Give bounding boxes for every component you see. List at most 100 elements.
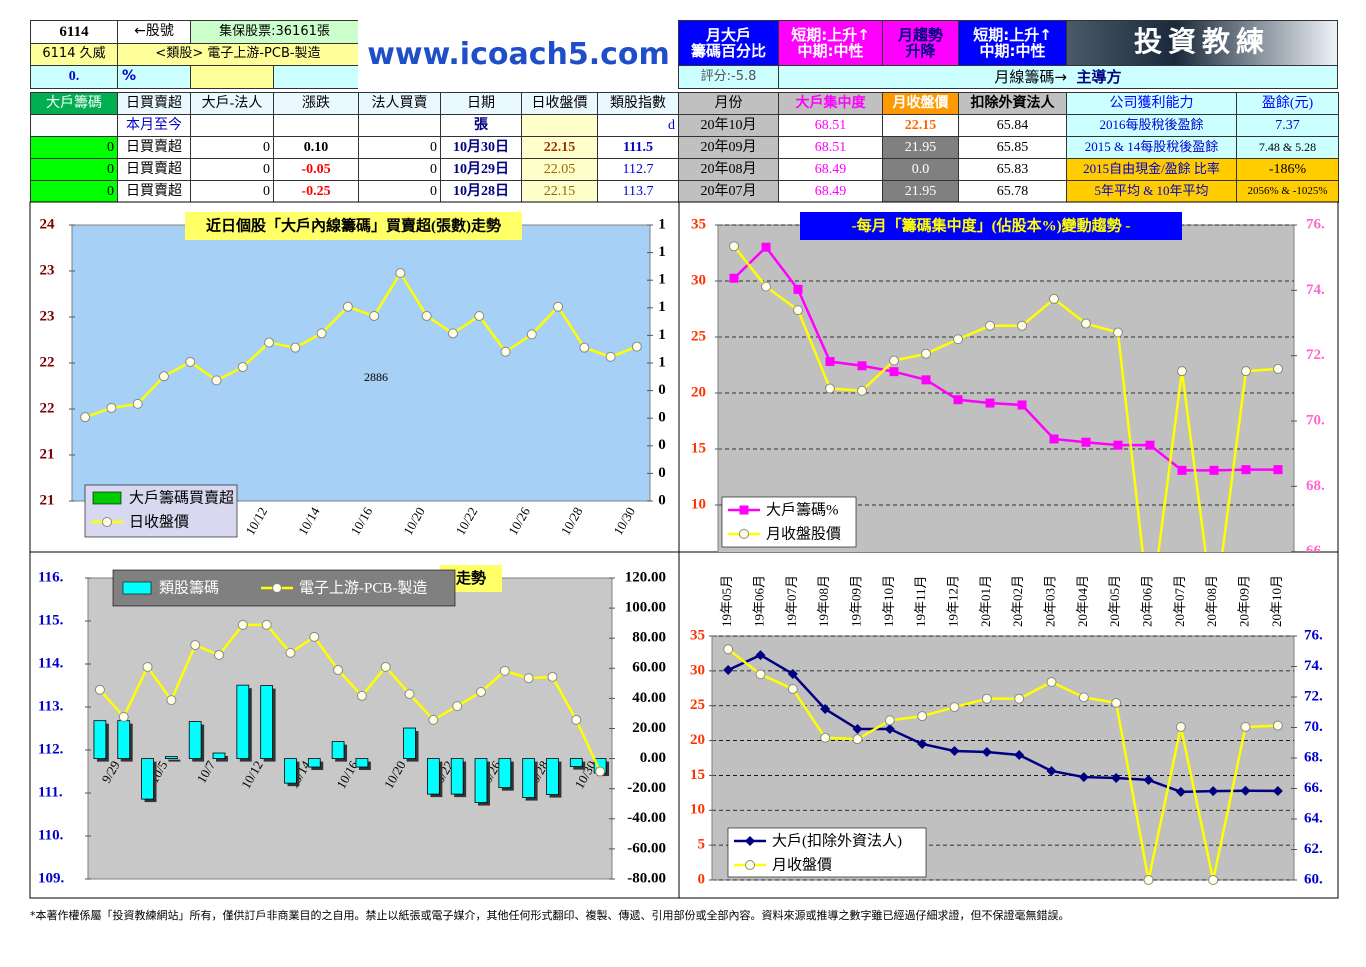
y2-tick-label: 76. xyxy=(1304,627,1323,643)
label: 月大戶 xyxy=(705,25,751,44)
point xyxy=(1049,434,1059,444)
line xyxy=(98,623,602,773)
point xyxy=(953,334,963,345)
point xyxy=(1175,721,1186,732)
pct-unit: % xyxy=(117,65,191,89)
point xyxy=(369,310,380,321)
point xyxy=(981,747,992,758)
footer: *本著作權係屬「投資教練網站」所有，僅供訂戶非商業目的之自用。禁止以紙張或電子媒… xyxy=(30,909,1070,922)
legend-label: 大戶(扣除外資法人) xyxy=(772,832,902,849)
point xyxy=(272,583,282,593)
x-tick-label: 20年06月 xyxy=(1139,575,1154,627)
x-tick-label: 19年10月 xyxy=(881,575,896,627)
monthly-big-holder: 月大戶 籌碼百分比 xyxy=(678,20,779,66)
legend-label: 大戶籌碼買賣超 xyxy=(129,489,234,506)
x-tick-label: 20年03月 xyxy=(1042,575,1057,627)
point xyxy=(921,348,931,359)
point xyxy=(132,398,143,409)
point xyxy=(1017,320,1027,331)
y2-tick-label: 1 xyxy=(658,272,666,288)
y2-tick-label: 1 xyxy=(658,327,666,343)
point xyxy=(421,310,432,321)
point xyxy=(825,357,835,367)
y2-tick-label: 0 xyxy=(658,382,666,398)
y-tick-label: 113. xyxy=(38,698,64,714)
bar xyxy=(403,727,416,760)
y-tick-label: 22 xyxy=(40,400,55,416)
point xyxy=(723,665,734,676)
point xyxy=(723,644,734,655)
x-tick-label: 20年07月 xyxy=(1172,575,1187,627)
bar xyxy=(284,758,297,784)
point xyxy=(1273,465,1283,475)
point xyxy=(316,328,327,339)
y2-tick-label: 72. xyxy=(1306,347,1325,363)
y2-tick-label: 0 xyxy=(658,492,666,508)
y-tick-label: 115. xyxy=(38,612,64,628)
x-tick-label: 19年06月 xyxy=(751,575,766,627)
label: 短期:上升↑ xyxy=(791,25,870,44)
y2-tick-label: 74. xyxy=(1306,282,1325,298)
y2-tick-label: 1 xyxy=(658,354,666,370)
table-cell: 日買賣超 xyxy=(117,136,191,159)
monthly-chips: 月線籌碼→ 主導方 xyxy=(778,65,1338,89)
y-tick-label: 5 xyxy=(698,837,706,853)
point xyxy=(1113,440,1123,450)
legend-label: 日收盤價 xyxy=(129,513,189,530)
stock-code: 6114 xyxy=(30,20,118,44)
y2-tick-label: -80.00 xyxy=(627,870,666,886)
y2-tick-label: 0 xyxy=(658,437,666,453)
y-tick-label: 116. xyxy=(38,569,64,585)
point xyxy=(793,284,803,294)
bar xyxy=(165,756,178,759)
point xyxy=(499,665,510,676)
table-cell: 漲跌 xyxy=(273,92,359,115)
bar xyxy=(236,684,250,760)
point xyxy=(102,517,112,527)
point xyxy=(1113,327,1123,338)
point xyxy=(237,362,248,373)
leader: 主導方 xyxy=(1076,67,1122,86)
point xyxy=(1240,721,1251,732)
table-cell: 5年平均 & 10年平均 xyxy=(1066,180,1237,203)
y2-tick-label: 64. xyxy=(1304,810,1323,826)
bar xyxy=(355,758,369,768)
point xyxy=(474,310,485,321)
table-cell: 日期 xyxy=(440,92,522,115)
bar xyxy=(450,758,464,795)
y2-tick-label: 70. xyxy=(1306,412,1325,428)
y-tick-label: 23 xyxy=(40,308,55,324)
blank-cell xyxy=(190,65,274,89)
y-tick-label: 110. xyxy=(38,827,64,843)
x-tick-label: 20年08月 xyxy=(1204,575,1219,627)
point xyxy=(1078,692,1089,703)
bar xyxy=(307,758,321,768)
label: 籌碼百分比 xyxy=(690,42,766,60)
y-tick-label: 35 xyxy=(690,627,705,643)
y-tick-label: 20 xyxy=(691,384,706,400)
point xyxy=(547,671,558,682)
y-tick-label: 114. xyxy=(38,655,64,671)
chart: 116. 115. 114. 113. 112. 111. 110. 109. 120.00 10… xyxy=(38,569,666,886)
label: 月線籌碼→ xyxy=(994,67,1067,86)
point xyxy=(190,640,201,651)
point xyxy=(211,375,222,386)
y2-tick-label: 100.00 xyxy=(625,600,666,616)
point xyxy=(889,355,899,366)
line xyxy=(733,245,1278,472)
point xyxy=(595,766,606,777)
bar xyxy=(141,758,154,800)
table-cell: 65.78 xyxy=(958,180,1067,203)
point xyxy=(1111,697,1122,708)
point xyxy=(80,412,91,423)
label: 短期:上升↑ xyxy=(973,25,1052,44)
table-cell: 21.95 xyxy=(882,136,959,159)
point xyxy=(739,505,749,515)
point xyxy=(500,346,511,357)
table-cell: 65.85 xyxy=(958,136,1067,159)
y-tick-label: 30 xyxy=(691,272,706,288)
label: 中期:中性 xyxy=(797,42,864,60)
point xyxy=(949,702,960,713)
table-cell: -0.05 xyxy=(273,158,359,181)
